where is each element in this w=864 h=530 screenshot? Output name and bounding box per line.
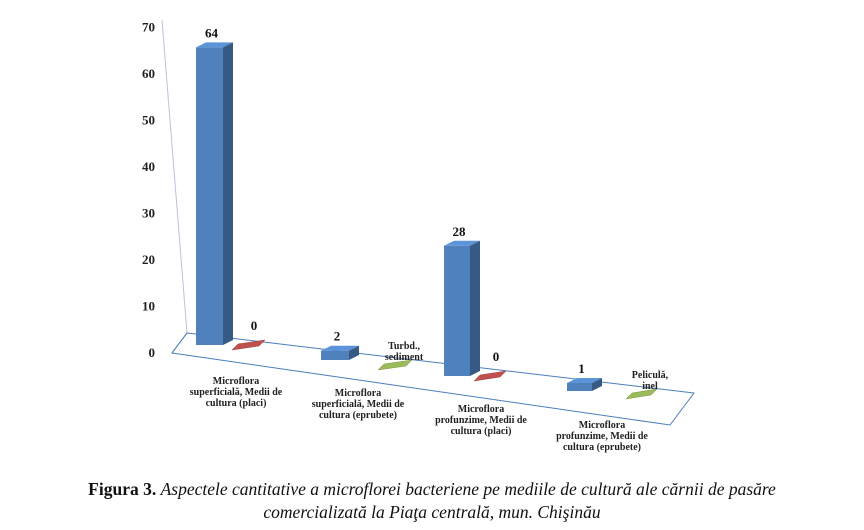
bar-s1-c3 [444,245,470,376]
bar-s1-c2-top [321,345,359,351]
bar-s2-c1 [231,339,266,351]
category-label: cultura (placi) [451,426,512,437]
data-label: 0 [493,349,500,364]
bar-s1-c4-top [567,378,602,383]
bar-s1-c4-side [592,378,602,391]
caption-label: Figura 3. [88,479,157,499]
bar-s1-c3-side [470,240,480,376]
bar-s3-c4 [625,388,658,400]
series-annotation: Turbd., [388,341,420,352]
category-label: profunzime, Medii de [556,431,648,442]
data-label: 64 [205,25,219,40]
category-label: profunzime, Medii de [435,415,527,426]
bar-s1-c3-top [444,240,480,246]
data-label: 1 [578,361,585,376]
bar-s1-c1-top [196,42,233,48]
chart-floor [171,332,695,426]
y-tick-label: 50 [142,113,155,128]
category-label: cultura (eprubete) [319,410,397,421]
y-tick-label: 0 [149,345,156,360]
caption-text-line2: comercializată la Piaţa centrală, mun. C… [263,502,601,522]
y-tick-label: 30 [142,206,155,221]
bar-s2-c3 [473,370,507,382]
y-tick-label: 20 [142,252,155,267]
category-label: Microflora [579,420,625,431]
data-label: 2 [334,329,341,344]
series-annotation: inel [642,381,658,392]
bar-s1-c1 [196,47,223,346]
bar-s1-c4 [567,383,592,391]
figure-caption: Figura 3. Aspectele cantitative a microf… [0,478,864,524]
category-label: superficială, Medii de [190,387,283,398]
y-tick-label: 10 [142,299,155,314]
y-tick-label: 60 [142,66,155,81]
back-wall-edge [161,19,188,334]
bar-s3-c2 [377,359,413,371]
category-label: superficială, Medii de [312,399,405,410]
category-label: cultura (eprubete) [563,442,641,453]
caption-text-line1: Aspectele cantitative a microflorei bact… [160,479,776,499]
series-annotation: Peliculă, [632,370,669,381]
category-label: cultura (placi) [206,398,267,409]
bar-s1-c2 [321,350,349,360]
data-label: 0 [251,318,258,333]
category-label: Microflora [213,376,259,387]
series-annotation: sediment [385,352,424,363]
y-tick-label: 40 [142,159,155,174]
bar-s1-c1-side [223,42,233,346]
y-tick-label: 70 [142,20,155,35]
category-label: Microflora [458,404,504,415]
bar-s1-c2-side [349,345,359,360]
category-label: Microflora [335,388,381,399]
data-label: 28 [453,224,467,239]
